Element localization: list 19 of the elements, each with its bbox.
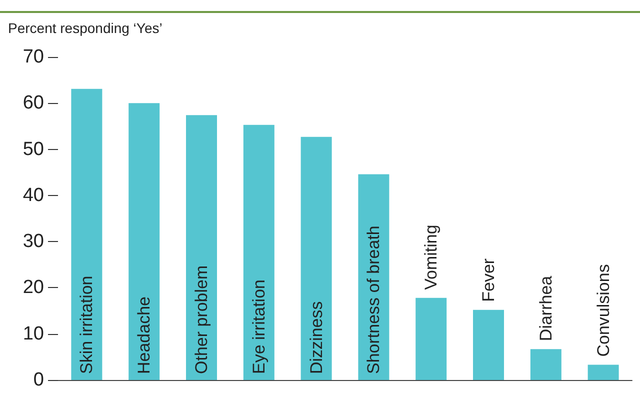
x-tick-label: Other problem bbox=[192, 265, 211, 374]
y-tick-label: 50 bbox=[22, 138, 44, 160]
y-tick-label: 70 bbox=[22, 46, 44, 68]
y-tick-label: 60 bbox=[22, 92, 44, 114]
y-tick-label: 40 bbox=[22, 184, 44, 206]
x-tick-label: Diarrhea bbox=[536, 275, 556, 342]
y-tick-label: 10 bbox=[22, 323, 44, 344]
x-tick-label: Headache bbox=[134, 296, 154, 374]
x-tick-label: Convulsions bbox=[594, 264, 613, 357]
y-tick-label: 20 bbox=[22, 277, 44, 298]
y-tick-label: 30 bbox=[22, 231, 44, 252]
x-tick-label: Dizziness bbox=[306, 301, 326, 374]
x-tick-label: Fever bbox=[479, 258, 498, 302]
y-axis-title: Percent responding ‘Yes’ bbox=[8, 20, 162, 36]
x-tick-label: Shortness of breath bbox=[364, 226, 384, 374]
x-tick-label: Vomiting bbox=[422, 224, 441, 290]
x-tick-label: Skin irritation bbox=[77, 276, 96, 374]
y-tick-label: 0 bbox=[33, 370, 44, 390]
x-tick-label: Eye irritation bbox=[249, 280, 268, 374]
